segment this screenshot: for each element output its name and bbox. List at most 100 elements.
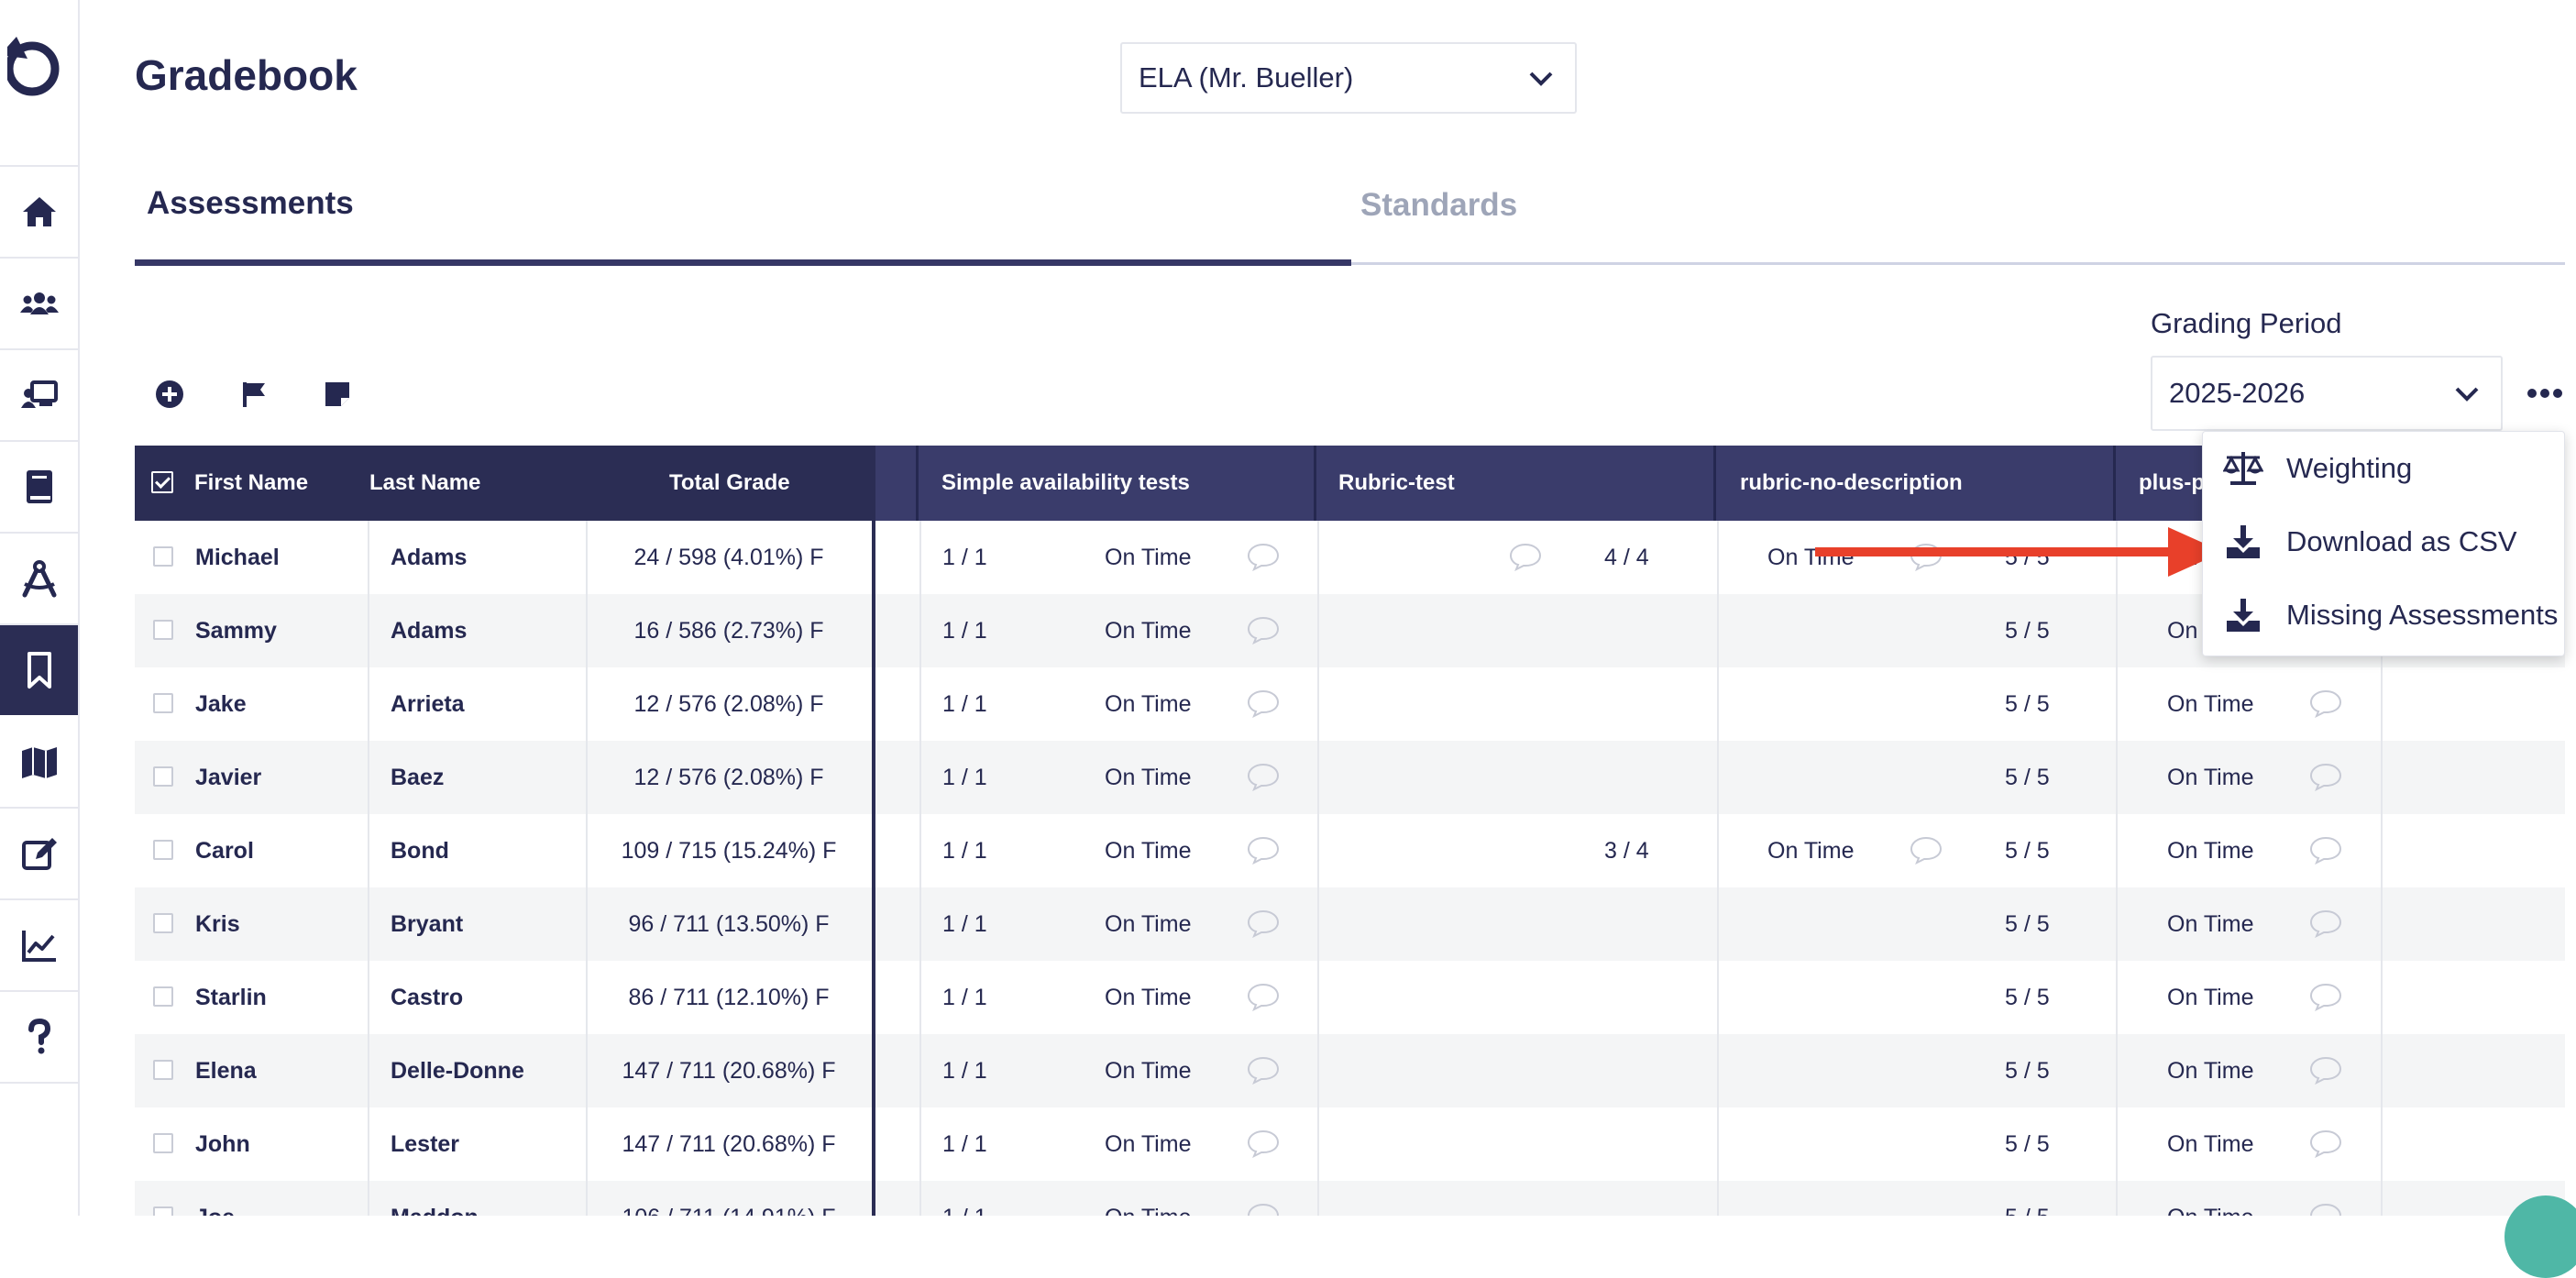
score-cell[interactable]: 1 / 1 bbox=[942, 618, 987, 644]
comment-icon[interactable] bbox=[2308, 1129, 2343, 1159]
comment-icon[interactable] bbox=[1246, 909, 1281, 939]
score-cell[interactable]: 1 / 1 bbox=[942, 1131, 987, 1157]
comment-icon[interactable] bbox=[1246, 1202, 1281, 1216]
total-grade-cell[interactable]: 96 / 711 (13.50%) F bbox=[628, 911, 830, 937]
header-assessment[interactable]: Rubric-test bbox=[1338, 470, 1455, 495]
comment-icon[interactable] bbox=[2308, 982, 2343, 1012]
comment-icon[interactable] bbox=[1909, 835, 1943, 865]
sidebar-item-classroom[interactable] bbox=[0, 350, 78, 440]
flag-button[interactable] bbox=[236, 376, 272, 413]
sidebar-item-tools[interactable] bbox=[0, 534, 78, 623]
table-row[interactable]: Jake Arrieta 12 / 576 (2.08%) F 1 / 1 On Tim… bbox=[135, 667, 2565, 741]
header-first-name[interactable]: First Name bbox=[194, 470, 309, 495]
table-row[interactable]: Sammy Adams 16 / 586 (2.73%) F 1 / 1 On Time… bbox=[135, 594, 2565, 667]
row-checkbox[interactable] bbox=[153, 840, 173, 860]
table-row[interactable]: Starlin Castro 86 / 711 (12.10%) F 1 / 1 On … bbox=[135, 961, 2565, 1034]
menu-item-weighting[interactable]: Weighting bbox=[2203, 432, 2564, 505]
menu-item-missing-assessments[interactable]: Missing Assessments bbox=[2203, 578, 2564, 652]
score-cell[interactable]: 1 / 1 bbox=[942, 985, 987, 1010]
score-cell[interactable]: 5 / 5 bbox=[2005, 1181, 2050, 1216]
score-cell[interactable]: 5 / 5 bbox=[2005, 985, 2050, 1010]
total-grade-cell[interactable]: 24 / 598 (4.01%) F bbox=[633, 545, 824, 570]
score-cell[interactable]: 1 / 1 bbox=[942, 838, 987, 864]
sidebar-item-users[interactable] bbox=[0, 259, 78, 348]
table-row[interactable]: Joe Maddon 106 / 711 (14.91%) F 1 / 1 On Tim… bbox=[135, 1181, 2565, 1216]
grading-period-select[interactable]: 2025-2026 bbox=[2151, 356, 2503, 431]
row-checkbox[interactable] bbox=[153, 1133, 173, 1153]
score-cell[interactable]: 3 / 4 bbox=[1604, 838, 1649, 864]
row-checkbox[interactable] bbox=[153, 546, 173, 567]
comment-icon[interactable] bbox=[1246, 542, 1281, 572]
score-cell[interactable]: 4 / 4 bbox=[1604, 545, 1649, 570]
total-grade-cell[interactable]: 109 / 715 (15.24%) F bbox=[621, 838, 837, 864]
total-grade-cell[interactable]: 147 / 711 (20.68%) F bbox=[622, 1131, 836, 1157]
sidebar-item-library[interactable] bbox=[0, 442, 78, 532]
add-assessment-button[interactable] bbox=[151, 376, 188, 413]
total-grade-cell[interactable]: 16 / 586 (2.73%) F bbox=[633, 618, 824, 644]
more-options-icon[interactable] bbox=[2526, 381, 2563, 405]
score-cell[interactable]: 1 / 1 bbox=[942, 1181, 987, 1216]
comment-icon[interactable] bbox=[1508, 542, 1543, 572]
header-assessment[interactable]: rubric-no-description bbox=[1740, 470, 1963, 495]
score-cell[interactable]: 5 / 5 bbox=[2005, 618, 2050, 644]
sidebar-item-gradebook[interactable] bbox=[0, 625, 78, 715]
sidebar-item-map[interactable] bbox=[0, 717, 78, 807]
score-cell[interactable]: 5 / 5 bbox=[2005, 1058, 2050, 1084]
row-checkbox[interactable] bbox=[153, 693, 173, 713]
score-cell[interactable]: 1 / 1 bbox=[942, 1058, 987, 1084]
total-grade-cell[interactable]: 12 / 576 (2.08%) F bbox=[633, 691, 824, 717]
row-checkbox[interactable] bbox=[153, 620, 173, 640]
comment-icon[interactable] bbox=[2308, 1202, 2343, 1216]
comment-icon[interactable] bbox=[2308, 909, 2343, 939]
comment-icon[interactable] bbox=[1246, 762, 1281, 792]
comment-icon[interactable] bbox=[1246, 1129, 1281, 1159]
header-assessment[interactable]: Simple availability tests bbox=[941, 470, 1190, 495]
row-checkbox[interactable] bbox=[153, 986, 173, 1007]
comment-icon[interactable] bbox=[1246, 689, 1281, 719]
comment-icon[interactable] bbox=[1246, 835, 1281, 865]
sidebar-item-help[interactable] bbox=[0, 992, 78, 1082]
score-cell[interactable]: 5 / 5 bbox=[2005, 691, 2050, 717]
comment-icon[interactable] bbox=[1246, 1055, 1281, 1085]
score-cell[interactable]: 1 / 1 bbox=[942, 691, 987, 717]
app-logo-icon[interactable] bbox=[0, 28, 64, 101]
score-cell[interactable]: 1 / 1 bbox=[942, 765, 987, 790]
comment-icon[interactable] bbox=[1246, 982, 1281, 1012]
table-row[interactable]: Javier Baez 12 / 576 (2.08%) F 1 / 1 On Time… bbox=[135, 741, 2565, 814]
row-checkbox[interactable] bbox=[153, 766, 173, 787]
table-row[interactable]: Michael Adams 24 / 598 (4.01%) F 1 / 1 On Ti… bbox=[135, 521, 2565, 594]
row-checkbox[interactable] bbox=[153, 913, 173, 933]
sidebar-item-home[interactable] bbox=[0, 167, 78, 257]
score-cell[interactable]: 1 / 1 bbox=[942, 911, 987, 937]
tab-assessments[interactable]: Assessments bbox=[147, 185, 354, 221]
score-cell[interactable]: 5 / 5 bbox=[2005, 765, 2050, 790]
total-grade-cell[interactable]: 106 / 711 (14.91%) F bbox=[586, 1181, 872, 1216]
menu-item-download-csv[interactable]: Download as CSV bbox=[2203, 505, 2564, 578]
sidebar-item-assignments[interactable] bbox=[0, 809, 78, 898]
header-total-grade[interactable]: Total Grade bbox=[669, 470, 790, 495]
score-cell[interactable]: 5 / 5 bbox=[2005, 1131, 2050, 1157]
table-row[interactable]: Kris Bryant 96 / 711 (13.50%) F 1 / 1 On Tim… bbox=[135, 887, 2565, 961]
comment-icon[interactable] bbox=[2308, 1055, 2343, 1085]
total-grade-cell[interactable]: 147 / 711 (20.68%) F bbox=[622, 1058, 836, 1084]
comment-icon[interactable] bbox=[1246, 615, 1281, 645]
notes-button[interactable] bbox=[319, 376, 356, 413]
total-grade-cell[interactable]: 12 / 576 (2.08%) F bbox=[633, 765, 824, 790]
comment-icon[interactable] bbox=[2308, 762, 2343, 792]
table-row[interactable]: Carol Bond 109 / 715 (15.24%) F 1 / 1 On Tim… bbox=[135, 814, 2565, 887]
row-checkbox[interactable] bbox=[153, 1206, 173, 1216]
comment-icon[interactable] bbox=[2308, 835, 2343, 865]
score-cell[interactable]: 1 / 1 bbox=[942, 545, 987, 570]
header-last-name[interactable]: Last Name bbox=[369, 470, 481, 495]
comment-icon[interactable] bbox=[2308, 689, 2343, 719]
row-checkbox[interactable] bbox=[153, 1060, 173, 1080]
class-select[interactable]: ELA (Mr. Bueller) bbox=[1120, 42, 1577, 114]
score-cell[interactable]: 5 / 5 bbox=[2005, 838, 2050, 864]
table-row[interactable]: Elena Delle-Donne 147 / 711 (20.68%) F 1 / … bbox=[135, 1034, 2565, 1107]
sidebar-item-reports[interactable] bbox=[0, 900, 78, 990]
total-grade-cell[interactable]: 86 / 711 (12.10%) F bbox=[628, 985, 830, 1010]
table-row[interactable]: John Lester 147 / 711 (20.68%) F 1 / 1 On Ti… bbox=[135, 1107, 2565, 1181]
chat-launcher-button[interactable] bbox=[2504, 1195, 2576, 1278]
select-all-checkbox[interactable] bbox=[151, 471, 173, 493]
score-cell[interactable]: 5 / 5 bbox=[2005, 911, 2050, 937]
